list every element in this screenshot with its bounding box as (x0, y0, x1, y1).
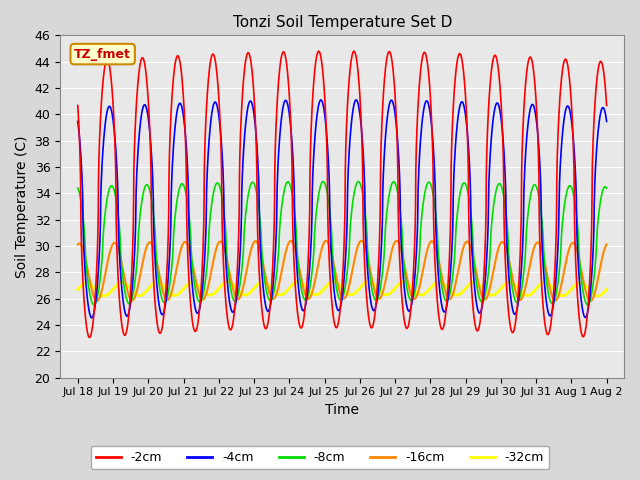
X-axis label: Time: Time (325, 403, 359, 417)
Text: TZ_fmet: TZ_fmet (74, 48, 131, 60)
Title: Tonzi Soil Temperature Set D: Tonzi Soil Temperature Set D (232, 15, 452, 30)
Legend: -2cm, -4cm, -8cm, -16cm, -32cm: -2cm, -4cm, -8cm, -16cm, -32cm (91, 446, 549, 469)
Y-axis label: Soil Temperature (C): Soil Temperature (C) (15, 135, 29, 278)
